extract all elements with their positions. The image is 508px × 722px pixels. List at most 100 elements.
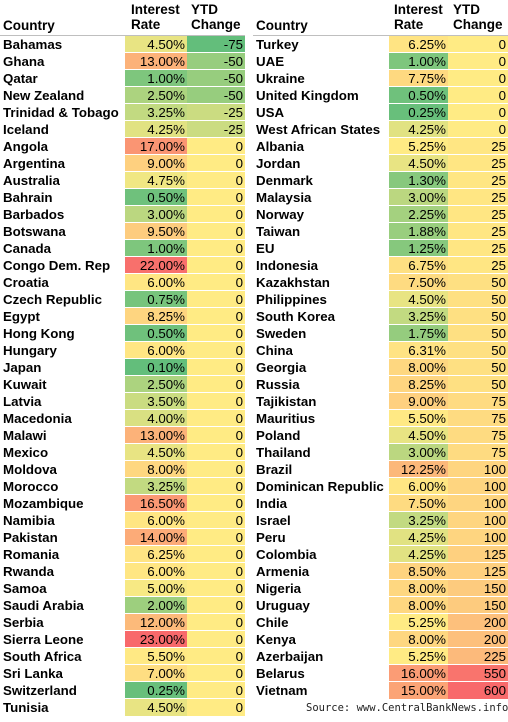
ytd-change-cell: 0 (187, 546, 245, 562)
interest-rate-cell: 3.00% (389, 189, 448, 205)
table-row: Indonesia 6.75% 25 (253, 257, 508, 274)
table-row: Taiwan 1.88% 25 (253, 223, 508, 240)
table-row: Mexico 4.50% 0 (0, 444, 245, 461)
table-row: Tunisia 4.50% 0 (0, 699, 245, 716)
interest-rate-cell: 4.25% (389, 121, 448, 137)
ytd-change-cell: 0 (448, 70, 508, 86)
interest-rate-cell: 8.50% (389, 563, 448, 579)
country-cell: Qatar (3, 71, 38, 86)
interest-rate-cell: 4.50% (389, 155, 448, 171)
country-cell: Mexico (3, 445, 49, 460)
table-row: Barbados 3.00% 0 (0, 206, 245, 223)
country-cell: West African States (256, 122, 381, 137)
country-cell: Czech Republic (3, 292, 103, 307)
table-row: South Africa 5.50% 0 (0, 648, 245, 665)
country-cell: Botswana (3, 224, 66, 239)
interest-rate-cell: 5.25% (389, 648, 448, 664)
table-row: Japan 0.10% 0 (0, 359, 245, 376)
ytd-change-header-line1: YTD (191, 2, 218, 17)
ytd-change-cell: 0 (187, 291, 245, 307)
interest-rate-cell: 5.25% (389, 614, 448, 630)
ytd-change-cell: 0 (187, 240, 245, 256)
interest-rate-cell: 8.25% (389, 376, 448, 392)
table-row: Dominican Republic 6.00% 100 (253, 478, 508, 495)
table-row: Poland 4.50% 75 (253, 427, 508, 444)
table-row: Philippines 4.50% 50 (253, 291, 508, 308)
table-row: Australia 4.75% 0 (0, 172, 245, 189)
interest-rate-cell: 5.50% (389, 410, 448, 426)
table-row: Hungary 6.00% 0 (0, 342, 245, 359)
country-cell: Macedonia (3, 411, 72, 426)
ytd-change-cell: 0 (187, 444, 245, 460)
table-row: Peru 4.25% 100 (253, 529, 508, 546)
country-cell: Peru (256, 530, 286, 545)
interest-rate-cell: 4.50% (125, 444, 187, 460)
interest-rate-cell: 8.00% (389, 359, 448, 375)
interest-rate-cell: 4.50% (389, 427, 448, 443)
interest-rate-cell: 3.00% (389, 444, 448, 460)
country-cell: South Korea (256, 309, 336, 324)
ytd-change-cell: 550 (448, 665, 508, 681)
interest-rate-cell: 17.00% (125, 138, 187, 154)
interest-rate-cell: 6.00% (125, 512, 187, 528)
interest-rate-cell: 3.00% (125, 206, 187, 222)
interest-rate-cell: 4.50% (125, 36, 187, 52)
country-cell: Uruguay (256, 598, 310, 613)
interest-rate-cell: 4.25% (389, 529, 448, 545)
country-cell: Morocco (3, 479, 59, 494)
interest-rate-cell: 4.75% (125, 172, 187, 188)
table-row: Malawi 13.00% 0 (0, 427, 245, 444)
interest-rate-cell: 8.00% (389, 597, 448, 613)
ytd-change-cell: 0 (187, 495, 245, 511)
ytd-change-cell: 75 (448, 427, 508, 443)
table-row: Latvia 3.50% 0 (0, 393, 245, 410)
interest-rate-header-line2: Rate (131, 17, 161, 32)
table-row: Kazakhstan 7.50% 50 (253, 274, 508, 291)
interest-rate-cell: 4.50% (125, 699, 187, 716)
ytd-change-cell: 0 (187, 597, 245, 613)
interest-rate-cell: 2.25% (389, 206, 448, 222)
country-cell: Armenia (256, 564, 310, 579)
country-cell: Nigeria (256, 581, 302, 596)
interest-rate-cell: 6.00% (125, 274, 187, 290)
country-cell: Turkey (256, 37, 299, 52)
country-cell: Ghana (3, 54, 45, 69)
interest-rate-cell: 1.00% (125, 70, 187, 86)
ytd-change-cell: 600 (448, 682, 508, 699)
interest-rate-cell: 15.00% (389, 682, 448, 699)
ytd-change-cell: 0 (187, 512, 245, 528)
ytd-change-cell: 0 (187, 563, 245, 579)
table-row: Serbia 12.00% 0 (0, 614, 245, 631)
interest-rate-cell: 9.50% (125, 223, 187, 239)
country-cell: Colombia (256, 547, 317, 562)
country-cell: Hong Kong (3, 326, 75, 341)
ytd-change-cell: 25 (448, 257, 508, 273)
country-cell: EU (256, 241, 275, 256)
country-cell: Taiwan (256, 224, 301, 239)
country-cell: Malaysia (256, 190, 312, 205)
interest-rate-cell: 8.00% (125, 461, 187, 477)
interest-rate-cell: 4.50% (389, 291, 448, 307)
table-row: Qatar 1.00% -50 (0, 70, 245, 87)
table-row: Hong Kong 0.50% 0 (0, 325, 245, 342)
country-cell: Pakistan (3, 530, 58, 545)
country-cell: Norway (256, 207, 305, 222)
ytd-change-cell: 50 (448, 376, 508, 392)
table-row: Israel 3.25% 100 (253, 512, 508, 529)
country-cell: Kenya (256, 632, 296, 647)
ytd-change-cell: -50 (187, 53, 245, 69)
ytd-change-cell: 0 (187, 682, 245, 698)
table-row: Angola 17.00% 0 (0, 138, 245, 155)
interest-rate-cell: 8.00% (389, 580, 448, 596)
country-cell: Ukraine (256, 71, 305, 86)
table-row: Tajikistan 9.00% 75 (253, 393, 508, 410)
country-cell: Kuwait (3, 377, 47, 392)
ytd-change-cell: -25 (187, 121, 245, 137)
interest-rate-cell: 23.00% (125, 631, 187, 647)
table-row: Sweden 1.75% 50 (253, 325, 508, 342)
ytd-change-cell: 0 (187, 325, 245, 341)
ytd-change-cell: 25 (448, 240, 508, 256)
ytd-change-cell: 0 (187, 138, 245, 154)
interest-rate-cell: 6.25% (389, 36, 448, 52)
country-cell: Georgia (256, 360, 307, 375)
